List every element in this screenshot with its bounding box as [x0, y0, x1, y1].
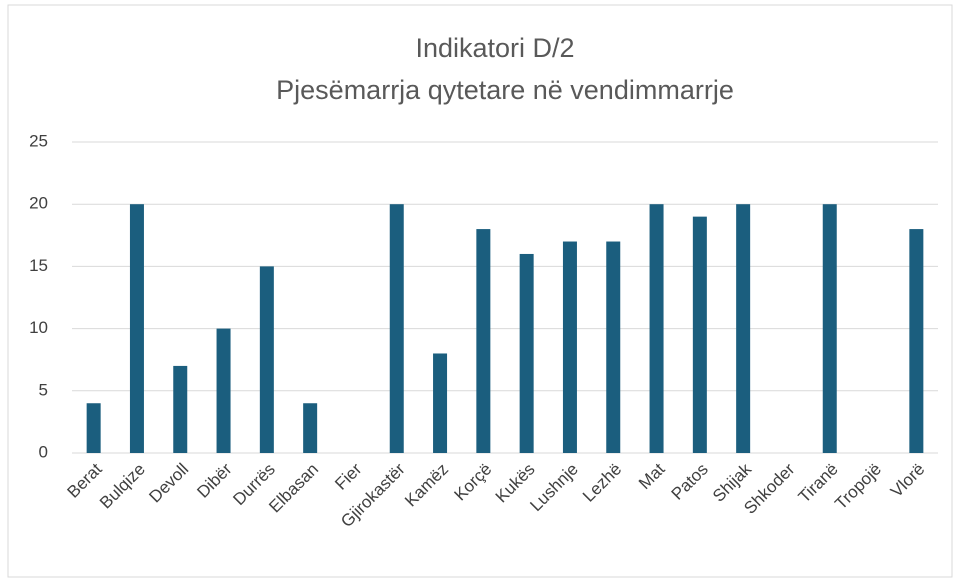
chart-subtitle: Pjesëmarrja qytetare në vendimmarrje [276, 75, 734, 105]
y-tick-label: 25 [29, 131, 48, 150]
bar [389, 204, 404, 453]
bar [259, 266, 274, 453]
y-tick-label: 5 [39, 380, 48, 399]
y-tick-label: 10 [29, 318, 48, 337]
bar [476, 229, 491, 453]
bar [649, 204, 664, 453]
bar [86, 403, 101, 453]
bar [822, 204, 837, 453]
bar [216, 328, 231, 453]
y-tick-label: 0 [39, 442, 48, 461]
bar [173, 365, 188, 453]
chart-title: Indikatori D/2 [415, 33, 574, 63]
bar [519, 253, 534, 453]
bar [562, 241, 577, 453]
bar [303, 403, 318, 453]
bar [909, 229, 924, 453]
bar [736, 204, 751, 453]
bar [692, 216, 707, 453]
y-tick-label: 15 [29, 256, 48, 275]
y-tick-label: 20 [29, 194, 48, 213]
bar [433, 353, 448, 453]
bar [606, 241, 621, 453]
bar [129, 204, 144, 453]
